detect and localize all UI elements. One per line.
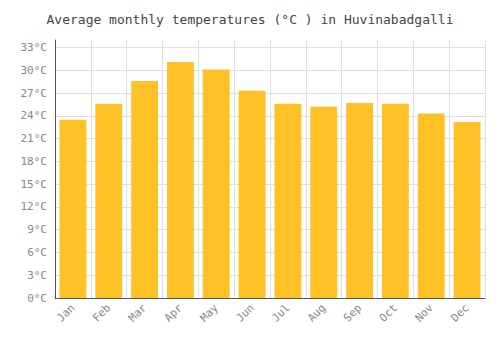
svg-text:33°C: 33°C [21,41,48,54]
svg-text:Apr: Apr [162,301,185,324]
svg-text:15°C: 15°C [21,178,48,191]
svg-text:Jan: Jan [54,301,77,324]
svg-text:Sep: Sep [341,301,364,324]
svg-text:May: May [198,301,221,324]
svg-text:12°C: 12°C [21,200,48,213]
svg-text:24°C: 24°C [21,109,48,122]
svg-text:Mar: Mar [126,301,149,324]
svg-text:Oct: Oct [377,301,400,324]
svg-text:6°C: 6°C [27,246,47,259]
svg-text:0°C: 0°C [27,292,47,305]
svg-text:Jun: Jun [233,301,256,324]
svg-text:Feb: Feb [90,301,113,324]
svg-text:3°C: 3°C [27,269,47,282]
svg-text:9°C: 9°C [27,223,47,236]
svg-text:Aug: Aug [305,301,328,324]
svg-text:Jul: Jul [269,301,292,324]
svg-text:27°C: 27°C [21,87,48,100]
svg-text:Nov: Nov [413,301,436,324]
svg-text:18°C: 18°C [21,155,48,168]
svg-text:21°C: 21°C [21,132,48,145]
svg-text:30°C: 30°C [21,64,48,77]
svg-text:Average monthly temperatures (: Average monthly temperatures (°C ) in Hu… [47,12,454,27]
svg-text:Dec: Dec [448,301,471,324]
